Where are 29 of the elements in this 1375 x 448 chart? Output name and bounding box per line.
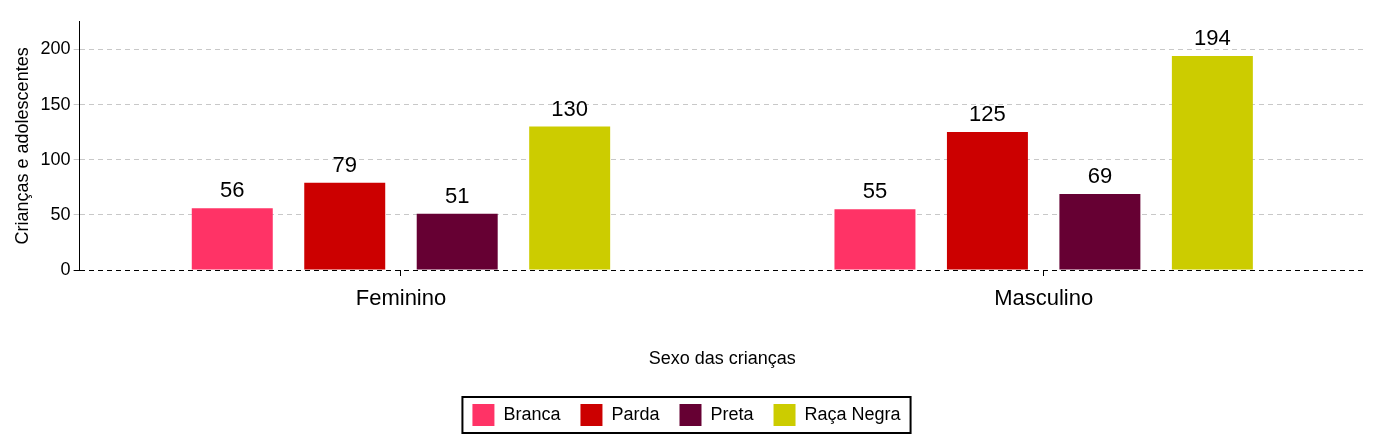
x-tick-label: Masculino <box>994 285 1094 311</box>
data-label: 55 <box>862 178 888 204</box>
x-tick-label: Feminino <box>355 285 447 311</box>
y-tick-label: 0 <box>60 258 71 279</box>
bar <box>1059 193 1141 270</box>
data-label: 125 <box>969 101 1006 127</box>
y-axis-title: Crianças e adolescentes <box>11 47 32 245</box>
data-label: 56 <box>220 177 245 203</box>
data-label: 51 <box>444 182 470 208</box>
data-label: 69 <box>1087 162 1113 188</box>
legend-label: Preta <box>710 403 755 424</box>
legend-label: Raça Negra <box>804 403 902 424</box>
x-axis-title: Sexo das crianças <box>648 348 796 369</box>
data-label: 79 <box>332 151 357 177</box>
data-label: 194 <box>1194 25 1231 51</box>
data-label: 130 <box>551 95 589 121</box>
bar <box>1171 56 1253 270</box>
y-tick-label: 150 <box>40 93 71 114</box>
bar <box>834 209 916 270</box>
y-tick-label: 50 <box>50 203 71 224</box>
legend-label: Branca <box>503 403 562 424</box>
bar <box>946 132 1028 270</box>
y-tick-label: 100 <box>40 148 71 169</box>
bar <box>416 213 498 270</box>
bar <box>304 182 386 270</box>
bar <box>529 126 611 270</box>
legend-label: Parda <box>611 403 661 424</box>
y-tick-label: 200 <box>40 38 71 59</box>
bar <box>191 208 273 270</box>
